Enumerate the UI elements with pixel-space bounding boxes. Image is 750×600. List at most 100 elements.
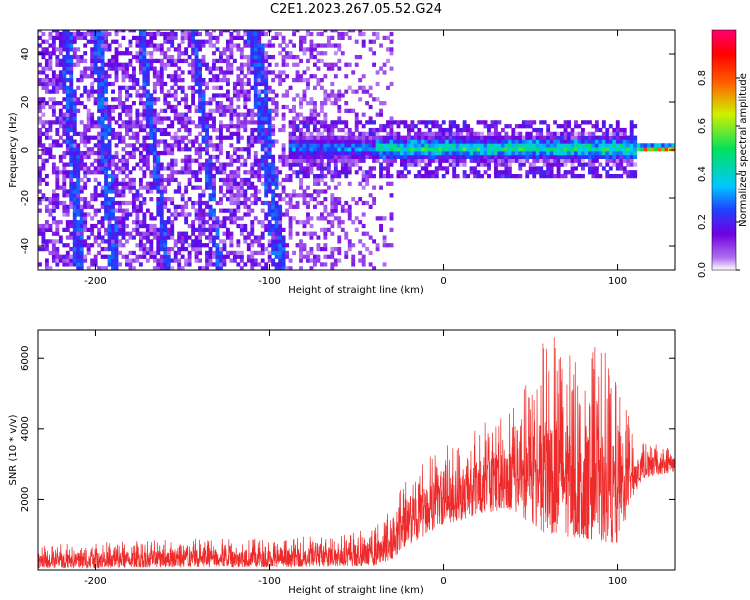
heatmap-cell <box>166 35 171 40</box>
heatmap-cell <box>72 120 77 125</box>
heatmap-cell <box>41 112 46 117</box>
heatmap-cell <box>462 127 467 133</box>
heatmap-cell <box>239 189 244 194</box>
heatmap-cell <box>104 212 109 217</box>
heatmap-cell <box>145 112 150 117</box>
heatmap-cell <box>372 135 377 140</box>
heatmap-cell <box>553 143 558 148</box>
heatmap-cell <box>553 162 558 167</box>
heatmap-cell <box>187 235 192 240</box>
heatmap-cell <box>159 70 164 75</box>
heatmap-cell <box>111 189 115 194</box>
heatmap-cell <box>619 166 624 171</box>
heatmap-cell <box>107 189 112 194</box>
heatmap-cell <box>406 158 411 163</box>
heatmap-cell <box>65 85 70 90</box>
heatmap-cell <box>469 170 474 175</box>
heatmap-cell <box>281 104 286 110</box>
heatmap-cell <box>184 262 189 267</box>
heatmap-cell <box>278 204 283 209</box>
heatmap-cell <box>187 54 192 60</box>
heatmap-cell <box>473 166 477 171</box>
heatmap-cell <box>358 250 363 256</box>
heatmap-cell <box>403 162 408 167</box>
heatmap-cell <box>51 78 56 83</box>
heatmap-cell <box>215 66 220 71</box>
heatmap-cell <box>38 101 42 106</box>
heatmap-cell <box>271 97 276 102</box>
heatmap-cell <box>76 78 81 83</box>
heatmap-cell <box>114 235 119 240</box>
heatmap-cell <box>173 70 178 75</box>
heatmap-cell <box>295 62 300 67</box>
heatmap-cell <box>201 227 206 232</box>
heatmap-cell <box>145 97 150 102</box>
heatmap-cell <box>372 39 377 44</box>
heatmap-cell <box>358 158 363 163</box>
heatmap-cell <box>292 204 296 209</box>
heatmap-cell <box>142 124 147 129</box>
heatmap-cell <box>104 135 109 140</box>
heatmap-cell <box>138 120 143 125</box>
heatmap-cell <box>236 131 241 136</box>
heatmap-cell <box>312 43 317 48</box>
heatmap-cell <box>288 216 293 221</box>
heatmap-cell <box>163 258 168 263</box>
heatmap-cell <box>198 62 203 67</box>
heatmap-cell <box>365 246 370 252</box>
heatmap-cell <box>83 131 88 136</box>
heatmap-cell <box>532 127 537 133</box>
heatmap-cell <box>396 147 401 152</box>
heatmap-cell <box>476 162 481 167</box>
heatmap-cell <box>187 181 192 186</box>
heatmap-cell <box>111 262 115 267</box>
heatmap-cell <box>379 124 384 129</box>
heatmap-cell <box>333 262 338 267</box>
heatmap-cell <box>316 181 321 186</box>
heatmap-cell <box>295 139 300 144</box>
heatmap-cell <box>152 227 157 232</box>
heatmap-cell <box>403 154 408 160</box>
heatmap-cell <box>97 147 102 152</box>
heatmap-cell <box>104 108 109 113</box>
heatmap-cell <box>138 246 143 252</box>
heatmap-cell <box>62 30 67 33</box>
heatmap-cell <box>194 227 199 232</box>
heatmap-cell <box>55 246 60 252</box>
heatmap-cell <box>539 147 544 152</box>
heatmap-cell <box>79 93 84 98</box>
heatmap-cell <box>76 258 81 263</box>
heatmap-cell <box>587 166 592 171</box>
heatmap-cell <box>389 174 394 179</box>
heatmap-cell <box>41 47 46 52</box>
heatmap-cell <box>396 170 401 175</box>
heatmap-cell <box>302 246 307 252</box>
heatmap-cell <box>170 150 175 156</box>
heatmap-cell <box>253 39 258 44</box>
heatmap-cell <box>403 158 408 163</box>
heatmap-cell <box>319 101 324 106</box>
heatmap-cell <box>131 250 136 256</box>
heatmap-cell <box>145 189 150 194</box>
heatmap-cell <box>83 154 88 160</box>
heatmap-cell <box>156 208 161 213</box>
heatmap-cell <box>267 62 272 67</box>
heatmap-cell <box>156 70 161 75</box>
heatmap-cell <box>156 212 161 217</box>
heatmap-cell <box>532 162 537 167</box>
heatmap-cell <box>100 101 105 106</box>
heatmap-cell <box>340 120 345 125</box>
heatmap-cell <box>250 31 255 37</box>
heatmap-cell <box>299 162 303 167</box>
heatmap-cell <box>361 150 366 156</box>
heatmap-cell <box>100 154 105 160</box>
heatmap-cell <box>250 223 255 229</box>
heatmap-cell <box>267 112 272 117</box>
heatmap-cell <box>326 150 331 156</box>
heatmap-cell <box>264 127 269 133</box>
heatmap-cell <box>476 174 481 179</box>
heatmap-cell <box>246 70 251 75</box>
heatmap-cell <box>173 189 178 194</box>
heatmap-cell <box>72 112 77 117</box>
heatmap-cell <box>65 223 70 229</box>
